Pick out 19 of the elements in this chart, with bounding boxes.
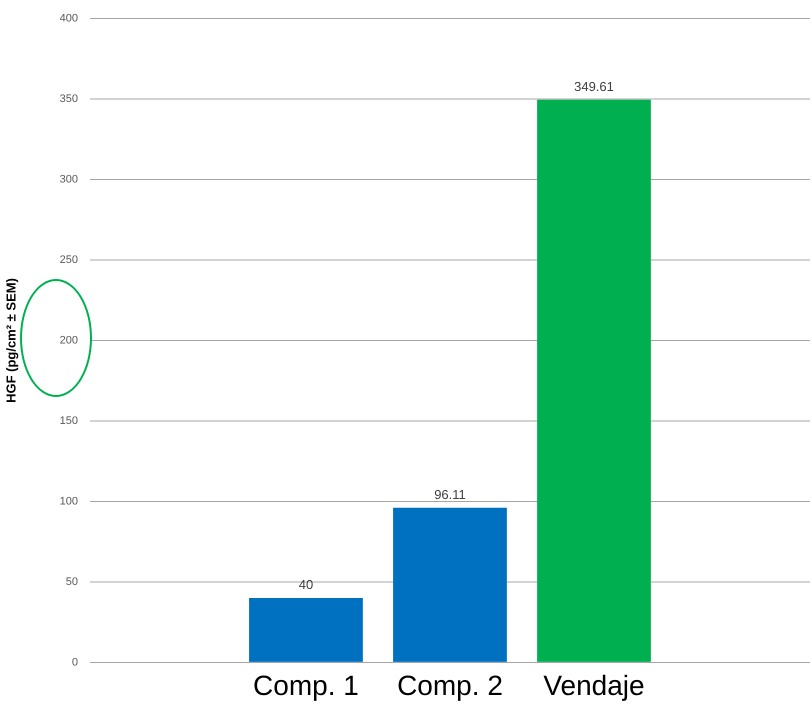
x-tick-label: Comp. 2 (397, 670, 503, 701)
x-tick-label: Vendaje (543, 670, 645, 701)
y-axis-title: HGF (pg/cm² ± SEM) (3, 278, 18, 403)
data-label: 96.11 (434, 486, 466, 502)
y-tick-label: 200 (60, 334, 78, 347)
y-tick-label: 350 (60, 93, 78, 106)
y-tick-label: 0 (72, 656, 78, 668)
data-label: 40 (298, 577, 314, 592)
bar (537, 100, 651, 662)
data-label: 349.61 (574, 78, 614, 94)
y-tick-label: 300 (60, 174, 78, 186)
x-tick-label: Comp. 1 (253, 670, 359, 701)
y-tick-label: 50 (66, 576, 78, 588)
y-tick-label: 150 (60, 415, 78, 428)
y-tick-label: 100 (60, 495, 78, 508)
y-tick-label: 400 (60, 12, 78, 25)
bar (249, 598, 363, 662)
y-tick-label: 250 (60, 254, 78, 266)
bar (393, 508, 507, 662)
